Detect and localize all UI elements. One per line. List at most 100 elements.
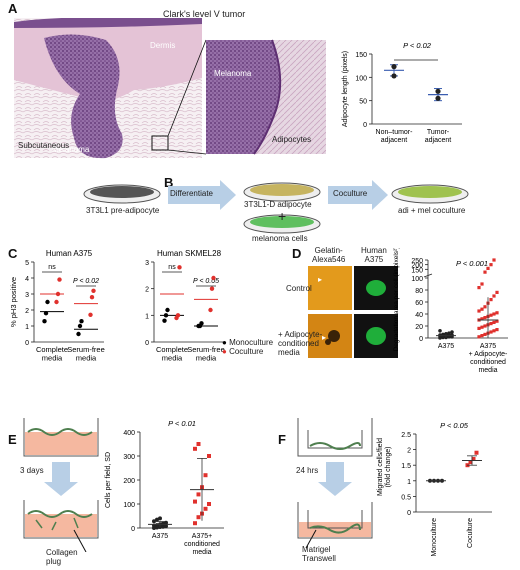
col-gelatin: Gelatin- Alexa546 bbox=[312, 246, 346, 264]
dish3-label: melanoma cells bbox=[252, 234, 308, 243]
chart-f: 0 0.5 1 1.5 2 2.5 Migrated cells/field(fold ch… bbox=[377, 421, 492, 557]
data-point bbox=[489, 322, 493, 326]
y-tick-label: 2.5 bbox=[401, 432, 411, 439]
arrow-coculture bbox=[328, 186, 372, 204]
panel-label-e: E bbox=[8, 432, 17, 447]
data-point bbox=[45, 299, 50, 305]
data-point bbox=[42, 319, 47, 324]
chart-a: 0 50 100 150 Adipocyte length (pixels) P < 0.… bbox=[342, 41, 462, 144]
y-tick-label: 1.5 bbox=[401, 463, 411, 470]
y-tick-label: 0 bbox=[407, 510, 411, 517]
data-point bbox=[492, 329, 496, 333]
arrow-24hrs bbox=[326, 462, 344, 482]
data-point bbox=[76, 331, 81, 337]
arrow1-label: Differentiate bbox=[170, 189, 213, 198]
y-tick-label: 0 bbox=[363, 122, 367, 129]
legend-mono: ● Monoculture bbox=[222, 338, 274, 347]
panel-label-c: C bbox=[8, 246, 18, 261]
p-value: P < 0.001 bbox=[456, 259, 488, 268]
y-tick-label: 40 bbox=[415, 312, 423, 319]
x-tick-label: Non–tumor-adjacent bbox=[376, 129, 414, 144]
data-point bbox=[207, 502, 211, 506]
significance-label: ns bbox=[168, 264, 176, 271]
y-axis-label: Cells per field, SD bbox=[105, 452, 112, 508]
data-point bbox=[483, 305, 487, 309]
data-point bbox=[89, 295, 95, 300]
data-point bbox=[489, 313, 493, 317]
y-tick-label: 2 bbox=[407, 448, 411, 455]
f-transwell: Matrigel Transwell bbox=[302, 545, 336, 563]
data-point bbox=[207, 454, 211, 458]
zoom-box bbox=[151, 135, 169, 151]
p-value: P < 0.02 bbox=[403, 41, 432, 50]
arrow-differentiate bbox=[168, 186, 220, 204]
y-tick-label: 250 bbox=[411, 258, 423, 265]
f-step: 24 hrs bbox=[296, 466, 319, 475]
data-point bbox=[480, 334, 484, 338]
data-point bbox=[165, 307, 170, 313]
fluorescence-images: ▸ ▸ bbox=[308, 266, 398, 358]
row-control: Control bbox=[286, 284, 312, 293]
y-tick-label: 60 bbox=[415, 300, 423, 307]
y-tick-label: 300 bbox=[123, 454, 135, 461]
y-tick-label: 0.5 bbox=[401, 494, 411, 501]
y-tick-label: 150 bbox=[355, 52, 367, 59]
data-point bbox=[468, 460, 473, 465]
arrow2-label: Coculture bbox=[333, 189, 368, 198]
data-point bbox=[435, 88, 441, 94]
y-tick-label: 3 bbox=[145, 260, 149, 267]
y-tick-label: 200 bbox=[411, 263, 423, 270]
y-tick-label: 100 bbox=[355, 75, 367, 82]
x-tick-label: Coculture bbox=[467, 518, 474, 548]
data-point bbox=[158, 516, 162, 521]
x-tick-label: A375+ conditioned media bbox=[184, 533, 220, 556]
x-tick-label: Complete media bbox=[36, 345, 68, 363]
data-point bbox=[495, 290, 499, 294]
y-tick-label: 80 bbox=[415, 288, 423, 295]
panel-label-a: A bbox=[8, 1, 18, 16]
data-point bbox=[447, 331, 451, 335]
data-point bbox=[474, 450, 479, 455]
dish2-label: 3T3L1-D adipocyte bbox=[244, 200, 312, 209]
data-point bbox=[391, 64, 397, 70]
x-tick-label: A375 + Adipocyte-conditioned media bbox=[469, 343, 508, 374]
data-point bbox=[203, 473, 208, 478]
collagen-plug bbox=[25, 514, 97, 537]
data-point bbox=[161, 524, 165, 529]
y-tick-label: 400 bbox=[123, 430, 135, 437]
chart-c1: 0 1 2 3 4 5 % pH3 positive Human A375 Complete me… bbox=[9, 249, 105, 363]
data-point bbox=[495, 319, 499, 323]
data-point bbox=[196, 492, 201, 497]
data-point bbox=[492, 312, 496, 316]
pre-adipocyte-dish bbox=[90, 186, 154, 198]
data-point bbox=[193, 521, 197, 526]
x-tick-label: Monoculture bbox=[431, 518, 438, 557]
image-title: Clark's level V tumor bbox=[163, 9, 246, 19]
y-tick-label: 4 bbox=[25, 276, 29, 283]
label-adipocytes: Adipocytes bbox=[272, 135, 311, 144]
data-point bbox=[492, 258, 496, 262]
legend-co: ● Coculture bbox=[222, 347, 264, 356]
data-point bbox=[483, 332, 487, 336]
data-point bbox=[199, 321, 204, 326]
data-point bbox=[177, 265, 182, 270]
label-dermis: Dermis bbox=[150, 41, 175, 50]
row-conditioned: + Adipocyte- conditioned media bbox=[278, 330, 323, 357]
svg-text:▸: ▸ bbox=[322, 333, 326, 342]
data-point bbox=[88, 312, 93, 317]
arrow-3days bbox=[52, 462, 70, 482]
epidermis bbox=[14, 18, 202, 28]
zoom-melanoma bbox=[206, 40, 280, 154]
y-tick-label: 200 bbox=[123, 478, 135, 485]
data-point bbox=[209, 286, 215, 291]
p-value: P < 0.05 bbox=[440, 421, 469, 430]
data-point bbox=[477, 286, 481, 290]
coculture-schematic bbox=[83, 180, 469, 234]
y-tick-label: 2 bbox=[145, 287, 149, 294]
collagen-top bbox=[25, 432, 97, 455]
data-point bbox=[152, 519, 156, 524]
y-axis-label: % pH3 positive bbox=[9, 277, 18, 327]
data-point bbox=[77, 323, 83, 329]
y-tick-label: 1 bbox=[407, 479, 411, 486]
